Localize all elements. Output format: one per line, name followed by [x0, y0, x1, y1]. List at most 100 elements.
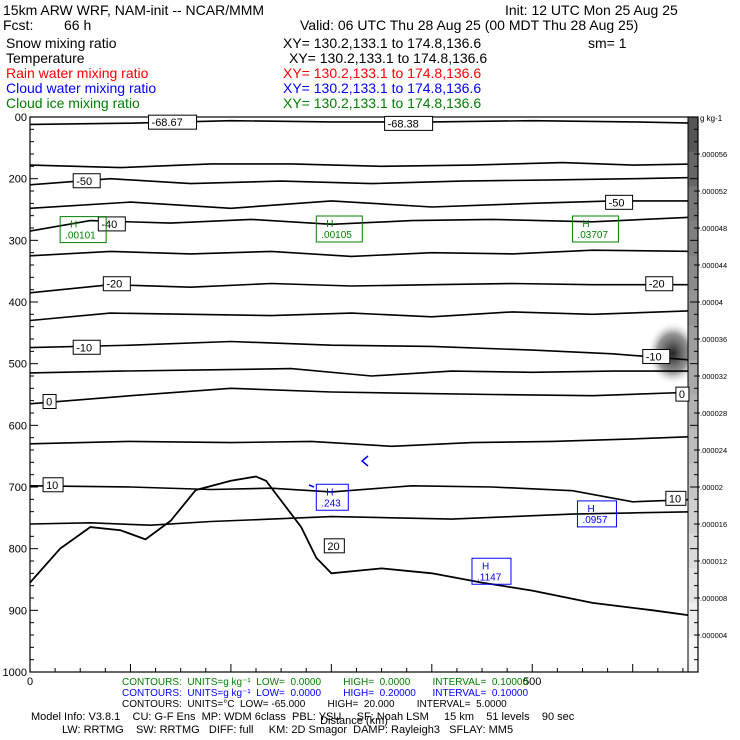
model-info-line-2: LW: RRTMG SW: RRTMG DIFF: full KM: 2D Sm… — [62, 724, 514, 736]
colorbar-tick-label: .000004 — [700, 631, 727, 640]
temperature-label-box — [645, 276, 674, 292]
temperature-label-box — [323, 538, 345, 554]
maximum-value: .03707 — [577, 230, 608, 241]
y-tick-label: 600 — [9, 420, 27, 432]
maximum-marker: H — [326, 487, 333, 498]
snow-shading — [646, 321, 699, 386]
maximum-marker: H — [326, 219, 333, 230]
temperature-label: -20 — [106, 279, 122, 291]
forecast-hour: 66 h — [64, 17, 92, 33]
colorbar-tick-label: .000032 — [700, 372, 727, 381]
x-tick-label: 500 — [523, 676, 541, 688]
colorbar-segment — [688, 498, 698, 534]
colorbar-tick-label: .000024 — [700, 446, 727, 455]
contours-legend-cloud-water: CONTOURS: UNITS=g kg⁻¹ LOW= 0.0000 HIGH=… — [122, 688, 529, 699]
colorbar-segment — [688, 255, 698, 291]
colorbar-tick-label: .000052 — [700, 187, 727, 196]
temperature-label: -68.67 — [152, 117, 183, 129]
colorbar-tick-label: .000036 — [700, 335, 727, 344]
isotherm-line-6 — [29, 282, 698, 294]
colorbar-segment — [688, 325, 698, 361]
valid-time: Valid: 06 UTC Thu 28 Aug 25 (00 MDT Thu … — [300, 17, 639, 33]
temperature-label-box — [102, 276, 131, 292]
field-name-cloud-ice: Cloud ice mixing ratio — [6, 95, 140, 111]
temperature-label-box — [97, 216, 126, 232]
temperature-label-box — [642, 349, 671, 364]
y-tick-label: 00 — [15, 112, 27, 124]
y-tick-label: 1000 — [3, 667, 27, 679]
field-xy-snow: XY= 130.2,133.1 to 174.8,136.6 — [283, 35, 482, 51]
colorbar-segment — [688, 394, 698, 430]
isotherm-line-11 — [29, 435, 699, 448]
model-info-line-1: Model Info: V3.8.1 CU: G-F Ens MP: WDM 6… — [31, 711, 575, 723]
colorbar-segment — [688, 186, 698, 222]
temperature-label: -10 — [646, 352, 662, 364]
field-xy-cloud-ice: XY= 130.2,133.1 to 174.8,136.6 — [283, 95, 482, 111]
colorbar-tick-label: .000012 — [700, 557, 727, 566]
maximum-value: .243 — [321, 498, 341, 509]
temperature-label-box — [665, 490, 687, 506]
field-name-rain: Rain water mixing ratio — [6, 65, 149, 81]
plot-frame — [29, 116, 699, 673]
colorbar-segment — [688, 221, 698, 257]
maximum-marker: H — [587, 504, 594, 515]
contours-legend-ice: CONTOURS: UNITS=g kg⁻¹ LOW= 0.0000 HIGH=… — [122, 677, 529, 688]
colorbar-segment — [688, 290, 698, 326]
maximum-marker: H — [582, 219, 589, 230]
y-tick-label: 500 — [9, 359, 27, 371]
temperature-label: 0 — [679, 389, 685, 401]
maximum-box — [571, 215, 619, 243]
temperature-label: -68.38 — [388, 118, 419, 130]
temperature-label-box — [42, 477, 64, 493]
maximum-box — [59, 216, 107, 244]
colorbar-segment — [688, 359, 698, 395]
isotherm-line-10 — [29, 387, 699, 405]
colorbar-segment — [688, 567, 698, 604]
isotherm-line-13 — [29, 510, 699, 527]
isotherm-line-8 — [29, 340, 699, 362]
temperature-label: -50 — [76, 176, 92, 188]
y-tick-label: 700 — [9, 482, 27, 494]
terrain-line — [29, 475, 699, 618]
temperature-label: -40 — [101, 219, 117, 231]
colorbar-segment — [688, 429, 698, 465]
colorbar-tick-label: .000016 — [700, 520, 727, 529]
temperature-label: -10 — [76, 342, 92, 354]
temperature-label-box — [72, 173, 101, 189]
maximum-box — [315, 483, 349, 511]
isotherm-line-12 — [29, 484, 699, 503]
temperature-label: 20 — [327, 541, 339, 553]
temperature-label: 0 — [46, 397, 52, 409]
isotherm-line-4 — [29, 216, 699, 232]
isotherm-line-3 — [29, 200, 698, 210]
model-title: 15km ARW WRF, NAM-init -- NCAR/MMM — [3, 2, 265, 18]
colorbar-segment — [688, 533, 698, 569]
smoothing-value: sm= 1 — [588, 35, 627, 51]
maximum-box — [315, 215, 363, 243]
isotherm-line-0 — [29, 119, 699, 126]
colorbar-segment — [688, 637, 698, 673]
maximum-value: .1147 — [477, 572, 502, 583]
field-name-cloud-water: Cloud water mixing ratio — [6, 80, 157, 96]
colorbar-units: g kg-1 — [700, 114, 723, 123]
temperature-label: -50 — [609, 197, 625, 209]
colorbar-tick-label: .000008 — [700, 594, 727, 603]
temperature-label-box — [384, 115, 434, 131]
colorbar-tick-label: .00002 — [700, 483, 723, 492]
isotherm-line-7 — [29, 309, 699, 322]
temperature-label: 10 — [46, 480, 58, 492]
colorbar-tick-label: .000028 — [700, 409, 727, 418]
colorbar-segment — [688, 463, 698, 500]
maximum-box — [576, 500, 617, 528]
y-tick-label: 200 — [9, 174, 27, 186]
maximum-box — [471, 557, 512, 585]
y-tick-label: 800 — [9, 544, 27, 556]
field-name-temperature: Temperature — [6, 50, 85, 66]
temperature-label-box — [148, 114, 198, 130]
field-name-snow: Snow mixing ratio — [6, 35, 117, 51]
temperature-label: -20 — [649, 279, 665, 291]
colorbar-tick-label: .000044 — [700, 261, 727, 270]
colorbar-tick-label: .000048 — [700, 224, 727, 233]
temperature-label: 10 — [669, 493, 681, 505]
